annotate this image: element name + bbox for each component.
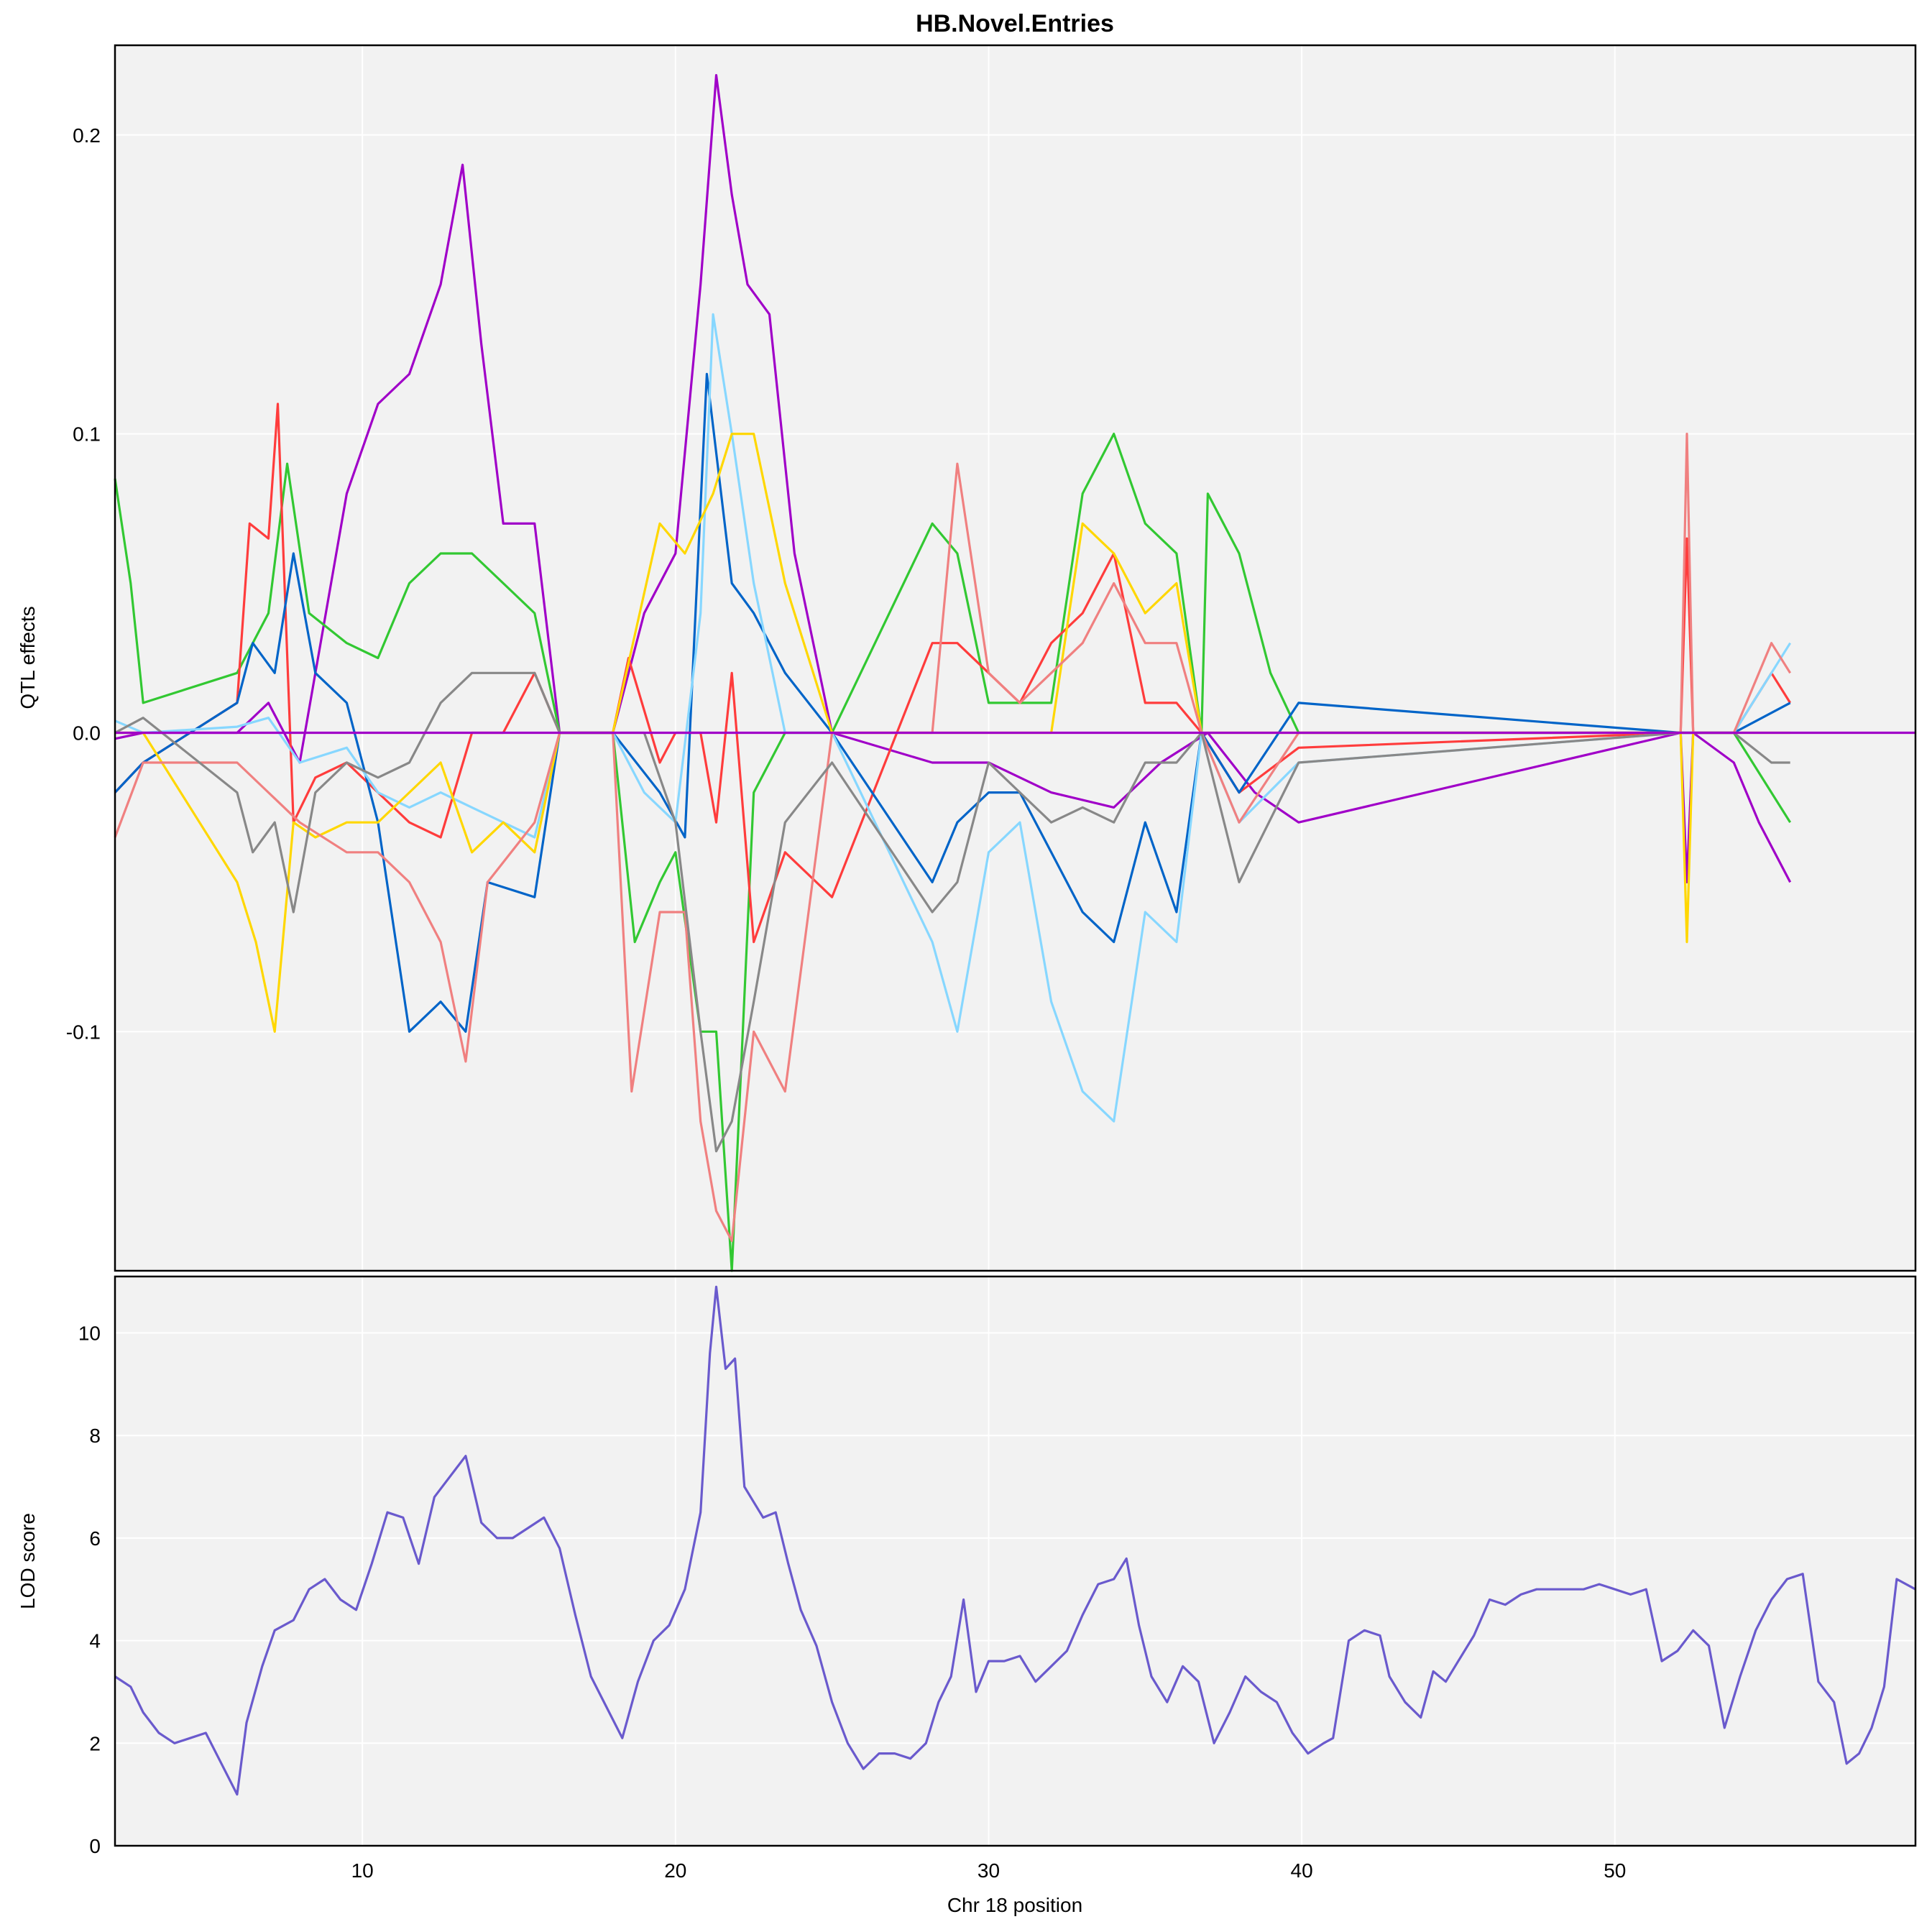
lod-y-tick-label: 0	[89, 1835, 101, 1857]
lod-y-tick-label: 8	[89, 1425, 101, 1447]
effects-y-tick-label: 0.0	[73, 722, 101, 744]
lod-y-tick-label: 6	[89, 1527, 101, 1550]
effects-y-axis-label: QTL effects	[17, 606, 39, 709]
lod-series-line	[114, 1285, 1916, 1796]
lod-y-tick-label: 4	[89, 1630, 101, 1652]
lod-plot-frame	[114, 1275, 1917, 1847]
lod-y-ticks: 0 2 4 6 8 10	[78, 1322, 101, 1857]
effects-plot-background	[115, 45, 1915, 1271]
effects-y-tick-label: 0.2	[73, 124, 101, 147]
effect-series-line	[114, 671, 1790, 1153]
lod-x-ticks: 10 20 30 40 50	[351, 1859, 1627, 1882]
effects-panel: -0.1 0.0 0.1 0.2 QTL effects	[17, 44, 1917, 1272]
x-tick-label: 50	[1604, 1859, 1626, 1882]
lod-y-axis-label: LOD score	[17, 1513, 39, 1609]
effect-series-line	[114, 433, 1792, 1242]
effects-y-ticks: -0.1 0.0 0.1 0.2	[66, 124, 101, 1044]
lod-y-tick-label: 2	[89, 1732, 101, 1754]
lod-series-group	[114, 1285, 1916, 1796]
chart-title: HB.Novel.Entries	[916, 10, 1114, 37]
effect-series-line	[114, 74, 1792, 883]
x-tick-label: 30	[978, 1859, 1000, 1882]
x-tick-label: 40	[1291, 1859, 1313, 1882]
effects-y-tick-label: 0.1	[73, 423, 101, 446]
x-tick-label: 10	[351, 1859, 374, 1882]
effects-plot-frame	[114, 44, 1917, 1272]
x-tick-label: 20	[664, 1859, 686, 1882]
lod-y-tick-label: 10	[78, 1322, 101, 1344]
lod-panel: 0 2 4 6 8 10 10 20 30 40 50 LOD score Chr 18 posi…	[17, 1275, 1917, 1916]
effect-series-line	[114, 433, 1792, 1272]
effect-series-line	[114, 372, 1791, 1033]
lod-plot-background	[115, 1276, 1915, 1846]
effects-series-group	[114, 74, 1915, 1272]
x-axis-label: Chr 18 position	[947, 1894, 1082, 1916]
effects-y-tick-label: -0.1	[66, 1021, 101, 1043]
